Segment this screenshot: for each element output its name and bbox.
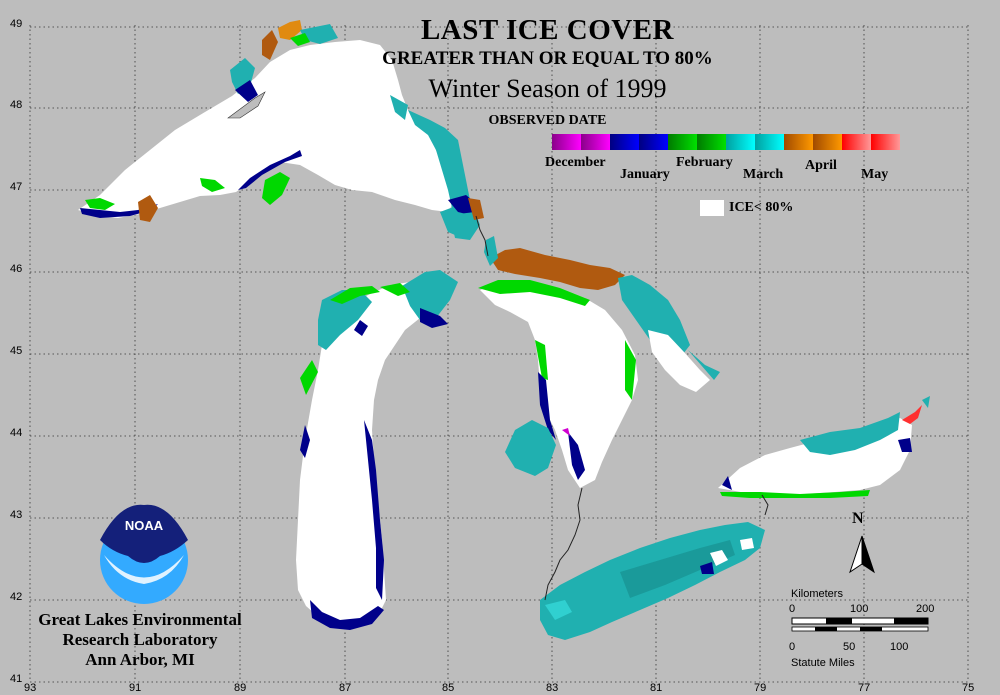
latitude-label: 45 — [10, 345, 23, 357]
legend-month-label: March — [743, 167, 784, 182]
scale-mi-label: Statute Miles — [791, 657, 855, 669]
rivers — [475, 215, 769, 601]
longitude-label: 79 — [754, 682, 767, 694]
latitude-label: 49 — [10, 18, 23, 30]
legend-month-label: May — [861, 167, 889, 182]
north-channel — [484, 236, 625, 290]
longitude-label: 91 — [129, 682, 142, 694]
legend-heading: OBSERVED DATE — [488, 113, 607, 128]
legend-swatch — [639, 134, 668, 150]
longitude-label: 89 — [234, 682, 247, 694]
lake-superior — [78, 20, 484, 240]
longitude-label: 87 — [339, 682, 352, 694]
scale-km-tick-2: 200 — [916, 603, 935, 615]
lake-erie — [540, 522, 765, 640]
scale-mi-tick-2: 100 — [890, 641, 909, 653]
credit-line-1: Great Lakes Environmental — [38, 610, 242, 629]
legend-month-label: April — [805, 158, 837, 173]
scale-mi-tick-0: 0 — [789, 641, 796, 653]
ice-legend-label: ICE< 80% — [729, 200, 794, 215]
ice-legend-swatch — [700, 200, 724, 216]
longitude-label: 81 — [650, 682, 663, 694]
legend-month-label: January — [620, 167, 670, 182]
scale-km-label: Kilometers — [791, 588, 843, 600]
scale-km-tick-1: 100 — [850, 603, 869, 615]
title-line-3: Winter Season of 1999 — [428, 74, 667, 103]
longitude-label: 75 — [962, 682, 975, 694]
legend-swatch — [610, 134, 639, 150]
title-line-1: LAST ICE COVER — [420, 14, 675, 46]
noaa-logo — [100, 504, 188, 604]
legend-month-label: December — [545, 155, 606, 170]
latitude-label: 46 — [10, 263, 23, 275]
legend-swatch — [581, 134, 610, 150]
longitude-label: 93 — [24, 682, 37, 694]
longitude-label: 77 — [858, 682, 871, 694]
legend-swatch — [697, 134, 726, 150]
lake-ontario — [718, 396, 930, 498]
credit-line-3: Ann Arbor, MI — [85, 650, 195, 669]
north-label: N — [852, 510, 864, 527]
latitude-label: 44 — [10, 427, 23, 439]
scale-mi-tick-1: 50 — [843, 641, 856, 653]
scale-km-tick-0: 0 — [789, 603, 796, 615]
legend-swatch — [668, 134, 697, 150]
legend-swatch — [755, 134, 784, 150]
latitude-label: 43 — [10, 509, 23, 521]
north-arrow-icon — [849, 535, 875, 574]
latitude-label: 47 — [10, 181, 23, 193]
legend-swatch — [813, 134, 842, 150]
legend-swatch — [871, 134, 900, 150]
legend-color-bar — [552, 134, 900, 150]
lake-huron — [478, 275, 720, 488]
legend-month-label: February — [676, 155, 733, 170]
credit-line-2: Research Laboratory — [62, 630, 218, 649]
lake-michigan — [296, 270, 458, 630]
noaa-logo-text: NOAA — [124, 518, 164, 533]
legend-swatch — [552, 134, 581, 150]
legend-swatch — [726, 134, 755, 150]
latitude-label: 42 — [10, 591, 23, 603]
title-line-2: GREATER THAN OR EQUAL TO 80% — [382, 48, 713, 69]
longitude-label: 85 — [442, 682, 455, 694]
latitude-label: 48 — [10, 99, 23, 111]
legend-swatch — [842, 134, 871, 150]
legend-swatch — [784, 134, 813, 150]
scale-bar — [791, 617, 929, 632]
latitude-label: 41 — [10, 673, 23, 685]
longitude-label: 83 — [546, 682, 559, 694]
